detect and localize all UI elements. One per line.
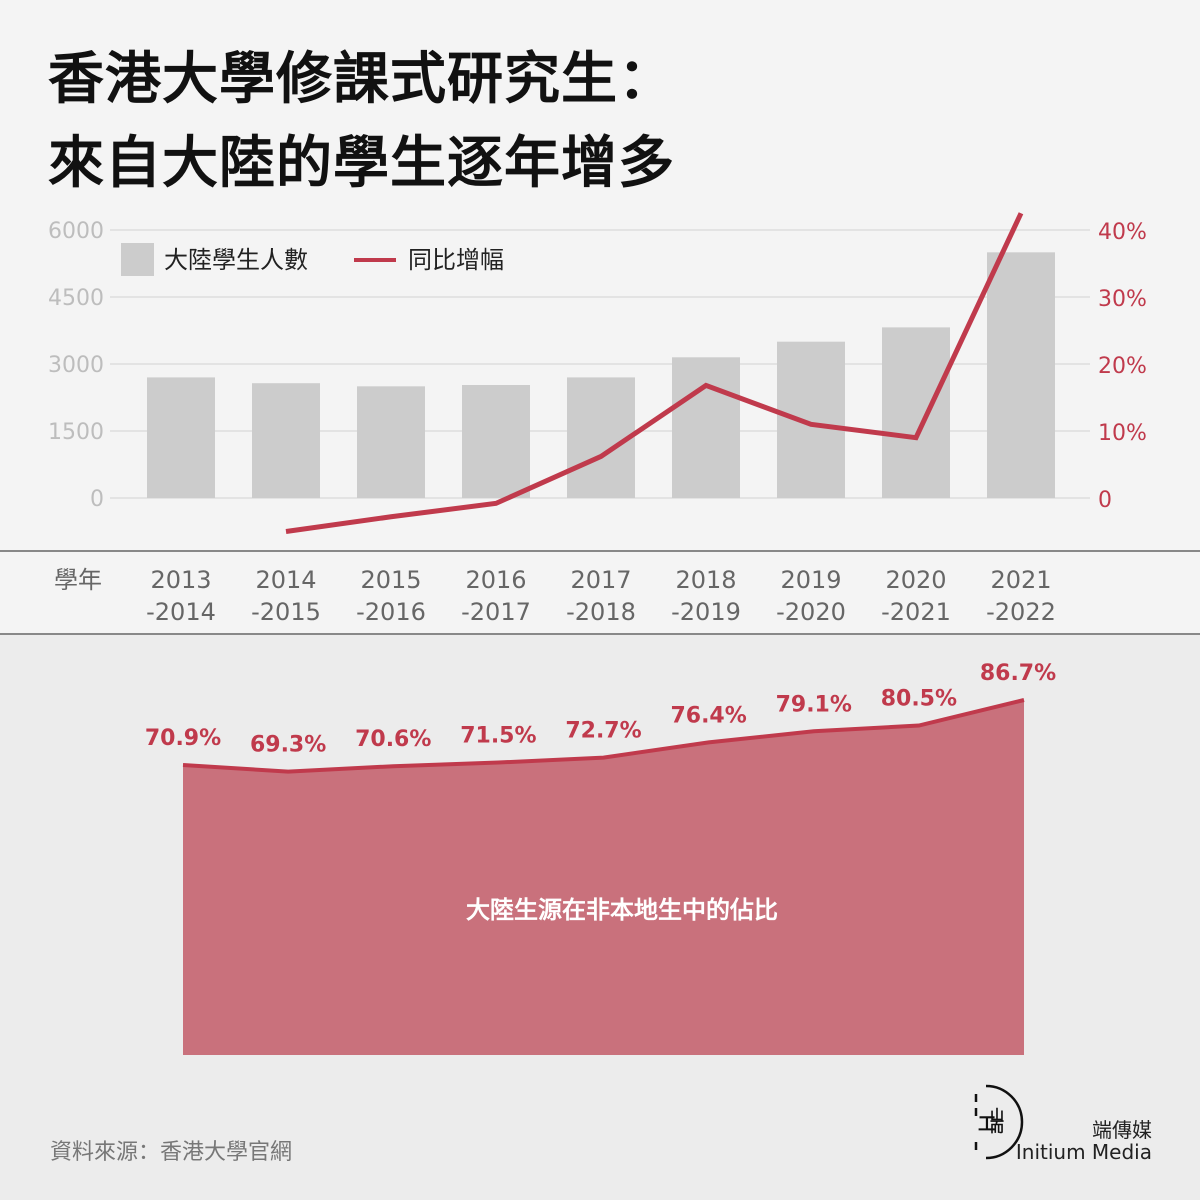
- right-tick-label: 40%: [1098, 220, 1147, 245]
- left-tick-label: 3000: [48, 353, 104, 378]
- page-title-line-1: 香港大學修課式研究生：: [48, 47, 675, 112]
- x-axis-ticks: 2013 -2014 2014 -2015 2015 -2016 2016 -2017 2017…: [146, 566, 1056, 626]
- right-axis-ticks: 0 10% 20% 30% 40%: [1098, 220, 1147, 513]
- right-tick-label: 10%: [1098, 421, 1147, 446]
- share-label: 79.1%: [776, 692, 852, 717]
- x-tick-label-year: 2019: [780, 566, 841, 594]
- page-title-line-2: 來自大陸的學生逐年增多: [48, 131, 675, 196]
- share-label: 72.7%: [565, 719, 641, 744]
- right-tick-label: 30%: [1098, 287, 1147, 312]
- svg-text:山: 山: [990, 1108, 1004, 1124]
- x-tick-label-range: -2022: [986, 598, 1056, 626]
- share-label: 86.7%: [980, 661, 1056, 686]
- svg-text:工: 工: [978, 1114, 996, 1135]
- source-note: 資料來源：香港大學官網: [50, 1140, 293, 1165]
- bar-2013: [147, 377, 215, 498]
- x-tick-label-range: -2016: [356, 598, 426, 626]
- x-tick-label-range: -2014: [146, 598, 216, 626]
- share-label: 80.5%: [881, 687, 957, 712]
- bar-2019: [777, 341, 845, 498]
- right-tick-label: 20%: [1098, 354, 1147, 379]
- share-area-fill: [183, 700, 1024, 1055]
- growth-line-series: [285, 212, 1024, 534]
- bar-2021: [987, 252, 1055, 498]
- x-tick-label-year: 2015: [360, 566, 421, 594]
- share-label: 71.5%: [460, 724, 536, 749]
- bar-2020: [882, 327, 950, 498]
- left-tick-label: 1500: [48, 420, 104, 445]
- share-label: 69.3%: [250, 733, 326, 758]
- x-tick-label-range: -2015: [251, 598, 321, 626]
- x-tick-label-range: -2018: [566, 598, 636, 626]
- svg-text:而: 而: [990, 1120, 1004, 1136]
- bar-2015: [357, 386, 425, 498]
- bar-2017: [567, 377, 635, 498]
- x-tick-label-year: 2013: [150, 566, 211, 594]
- brand-name-english: Initium Media: [1015, 1140, 1152, 1164]
- growth-line: [285, 212, 1024, 534]
- x-axis-name: 學年: [54, 566, 102, 594]
- x-tick-label-year: 2020: [885, 566, 946, 594]
- share-label: 70.6%: [355, 727, 431, 752]
- share-label: 70.9%: [145, 726, 221, 751]
- legend-bar-label: 大陸學生人數: [164, 246, 308, 274]
- left-tick-label: 4500: [48, 286, 104, 311]
- x-tick-label-year: 2016: [465, 566, 526, 594]
- right-tick-label: 0: [1098, 488, 1112, 513]
- initium-logo-icon: 工 山 而: [974, 1084, 1024, 1160]
- left-tick-label: 0: [90, 487, 104, 512]
- brand-name-chinese: 端傳媒: [1092, 1118, 1152, 1142]
- legend-bar-swatch: [121, 243, 154, 276]
- bar-series: [147, 252, 1055, 498]
- x-tick-label-range: -2020: [776, 598, 846, 626]
- x-tick-label-range: -2021: [881, 598, 951, 626]
- x-tick-label-range: -2017: [461, 598, 531, 626]
- x-tick-label-year: 2021: [990, 566, 1051, 594]
- share-area-chart: 70.9% 69.3% 70.6% 71.5% 72.7% 76.4% 79.1% 80.5%…: [145, 661, 1056, 1055]
- bar-2016: [462, 384, 530, 498]
- share-label: 76.4%: [670, 703, 746, 728]
- left-axis-ticks: 0 1500 3000 4500 6000: [48, 219, 104, 512]
- x-tick-label-year: 2014: [255, 566, 316, 594]
- share-area-edge: [182, 698, 1025, 774]
- bar-2018: [672, 357, 740, 498]
- x-tick-label-year: 2018: [675, 566, 736, 594]
- area-caption: 大陸生源在非本地生中的佔比: [466, 896, 778, 924]
- left-tick-label: 6000: [48, 219, 104, 244]
- bar-2014: [252, 383, 320, 498]
- x-tick-label-year: 2017: [570, 566, 631, 594]
- legend-line-label: 同比增幅: [408, 246, 504, 274]
- x-tick-label-range: -2019: [671, 598, 741, 626]
- chart-legend: 大陸學生人數 同比增幅: [121, 243, 504, 276]
